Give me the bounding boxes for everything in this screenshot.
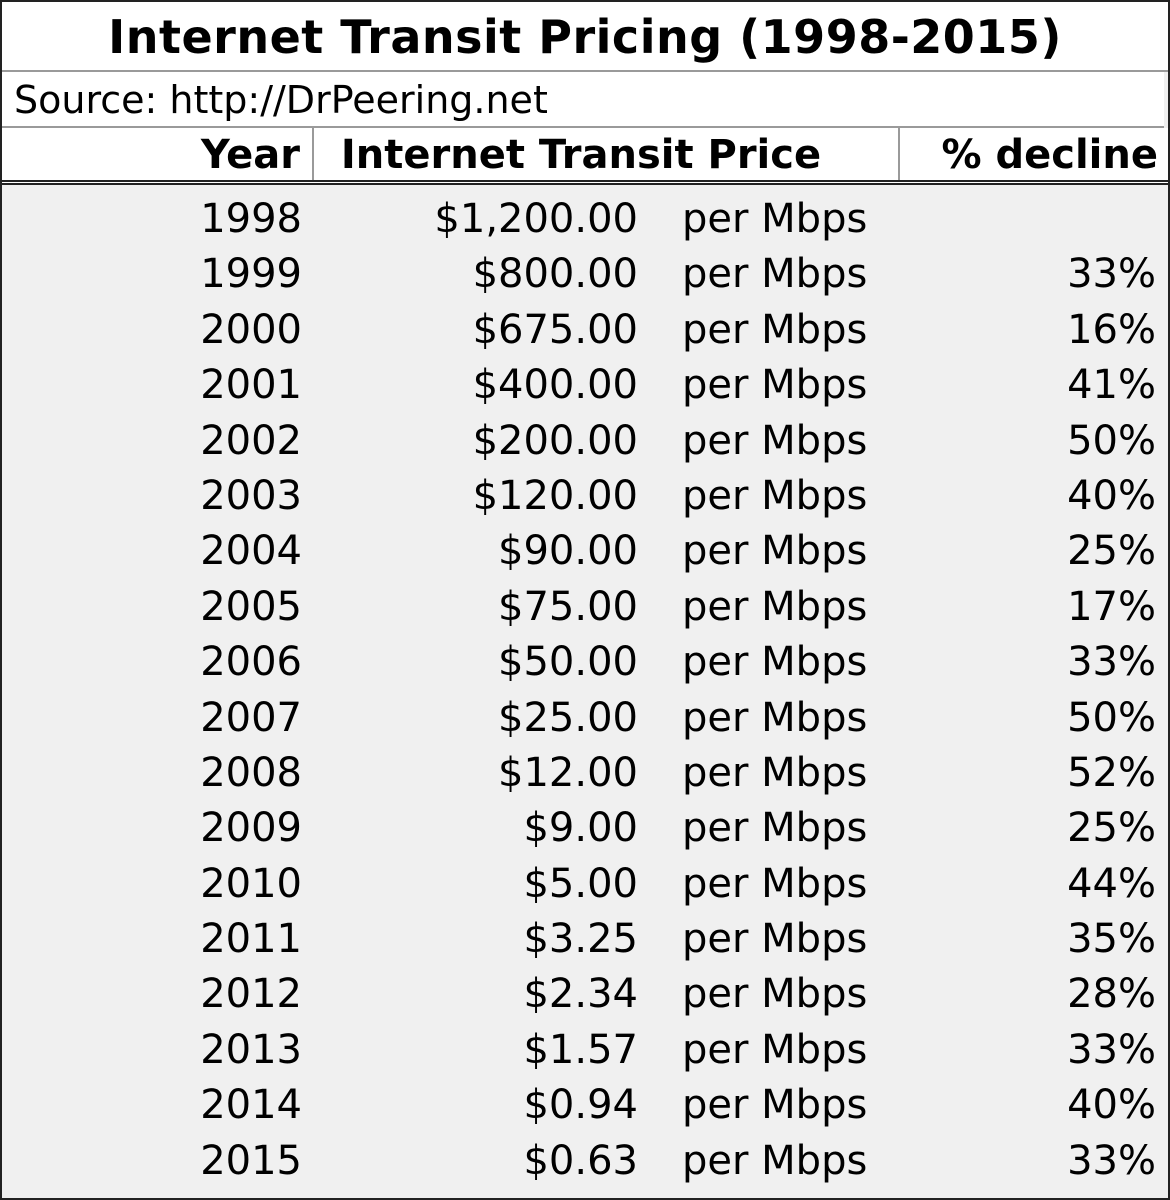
year-cell: 2013	[200, 1026, 302, 1073]
table-title: Internet Transit Pricing (1998-2015)	[2, 2, 1168, 72]
price-cell: $9.00	[523, 805, 638, 852]
year-cell: 2000	[200, 306, 302, 353]
decline-cell: 50%	[1067, 694, 1156, 741]
year-cell: 2012	[200, 971, 302, 1018]
unit-cell: per Mbps	[682, 694, 868, 741]
table-row: 1999 $800.00 per Mbps 33%	[2, 247, 1168, 302]
year-cell: 2006	[200, 639, 302, 686]
unit-cell: per Mbps	[682, 251, 868, 298]
unit-cell: per Mbps	[682, 1026, 868, 1073]
year-cell: 2015	[200, 1137, 302, 1184]
table-row: 2014 $0.94 per Mbps 40%	[2, 1078, 1168, 1133]
header-year: Year	[2, 128, 314, 180]
price-cell: $5.00	[523, 860, 638, 907]
decline-cell: 33%	[1067, 1137, 1156, 1184]
decline-cell: 52%	[1067, 749, 1156, 796]
table-row: 2000 $675.00 per Mbps 16%	[2, 303, 1168, 358]
year-cell: 2004	[200, 528, 302, 575]
table-row: 2002 $200.00 per Mbps 50%	[2, 414, 1168, 469]
table-row: 2005 $75.00 per Mbps 17%	[2, 580, 1168, 635]
price-cell: $1.57	[523, 1026, 638, 1073]
price-cell: $0.94	[523, 1082, 638, 1129]
year-cell: 2009	[200, 805, 302, 852]
year-cell: 2010	[200, 860, 302, 907]
header-price: Internet Transit Price	[314, 128, 900, 180]
table-row: 2003 $120.00 per Mbps 40%	[2, 469, 1168, 524]
price-cell: $75.00	[498, 583, 638, 630]
year-cell: 2008	[200, 749, 302, 796]
unit-cell: per Mbps	[682, 916, 868, 963]
price-cell: $90.00	[498, 528, 638, 575]
unit-cell: per Mbps	[682, 583, 868, 630]
year-cell: 1999	[200, 251, 302, 298]
table-row: 2011 $3.25 per Mbps 35%	[2, 912, 1168, 967]
source-line: Source: http://DrPeering.net	[2, 72, 1164, 128]
table-row: 2008 $12.00 per Mbps 52%	[2, 746, 1168, 801]
year-cell: 2011	[200, 916, 302, 963]
year-cell: 2003	[200, 472, 302, 519]
unit-cell: per Mbps	[682, 749, 868, 796]
price-cell: $2.34	[523, 971, 638, 1018]
year-cell: 2001	[200, 362, 302, 409]
table-row: 1998 $1,200.00 per Mbps	[2, 192, 1168, 247]
table-row: 2006 $50.00 per Mbps 33%	[2, 635, 1168, 690]
price-cell: $400.00	[472, 362, 638, 409]
table-body: 1998 $1,200.00 per Mbps 1999 $800.00 per Mbps…	[2, 192, 1168, 1189]
price-cell: $3.25	[523, 916, 638, 963]
price-cell: $50.00	[498, 639, 638, 686]
decline-cell: 25%	[1067, 528, 1156, 575]
unit-cell: per Mbps	[682, 971, 868, 1018]
unit-cell: per Mbps	[682, 417, 868, 464]
decline-cell: 35%	[1067, 916, 1156, 963]
header-row: Year Internet Transit Price % decline	[2, 128, 1168, 185]
decline-cell: 33%	[1067, 639, 1156, 686]
table-row: 2015 $0.63 per Mbps 33%	[2, 1134, 1168, 1189]
unit-cell: per Mbps	[682, 362, 868, 409]
decline-cell: 50%	[1067, 417, 1156, 464]
unit-cell: per Mbps	[682, 805, 868, 852]
decline-cell: 40%	[1067, 1082, 1156, 1129]
price-cell: $800.00	[472, 251, 638, 298]
unit-cell: per Mbps	[682, 639, 868, 686]
table-row: 2010 $5.00 per Mbps 44%	[2, 857, 1168, 912]
price-cell: $25.00	[498, 694, 638, 741]
table-row: 2009 $9.00 per Mbps 25%	[2, 801, 1168, 856]
price-cell: $120.00	[472, 472, 638, 519]
table-row: 2004 $90.00 per Mbps 25%	[2, 524, 1168, 579]
decline-cell: 16%	[1067, 306, 1156, 353]
unit-cell: per Mbps	[682, 1082, 868, 1129]
decline-cell: 40%	[1067, 472, 1156, 519]
unit-cell: per Mbps	[682, 472, 868, 519]
price-cell: $1,200.00	[434, 196, 638, 242]
table-row: 2012 $2.34 per Mbps 28%	[2, 967, 1168, 1022]
year-cell: 2007	[200, 694, 302, 741]
unit-cell: per Mbps	[682, 860, 868, 907]
unit-cell: per Mbps	[682, 306, 868, 353]
decline-cell: 33%	[1067, 1026, 1156, 1073]
price-cell: $0.63	[523, 1137, 638, 1184]
decline-cell: 28%	[1067, 971, 1156, 1018]
decline-cell: 41%	[1067, 362, 1156, 409]
unit-cell: per Mbps	[682, 528, 868, 575]
year-cell: 2014	[200, 1082, 302, 1129]
year-cell: 2002	[200, 417, 302, 464]
decline-cell: 17%	[1067, 583, 1156, 630]
year-cell: 2005	[200, 583, 302, 630]
decline-cell: 33%	[1067, 251, 1156, 298]
price-cell: $12.00	[498, 749, 638, 796]
price-cell: $200.00	[472, 417, 638, 464]
unit-cell: per Mbps	[682, 1137, 868, 1184]
table-row: 2007 $25.00 per Mbps 50%	[2, 691, 1168, 746]
decline-cell: 44%	[1067, 860, 1156, 907]
table-row: 2001 $400.00 per Mbps 41%	[2, 358, 1168, 413]
year-cell: 1998	[200, 196, 302, 242]
unit-cell: per Mbps	[682, 196, 868, 242]
decline-cell: 25%	[1067, 805, 1156, 852]
price-cell: $675.00	[472, 306, 638, 353]
header-decline: % decline	[941, 132, 1158, 178]
table-row: 2013 $1.57 per Mbps 33%	[2, 1023, 1168, 1078]
